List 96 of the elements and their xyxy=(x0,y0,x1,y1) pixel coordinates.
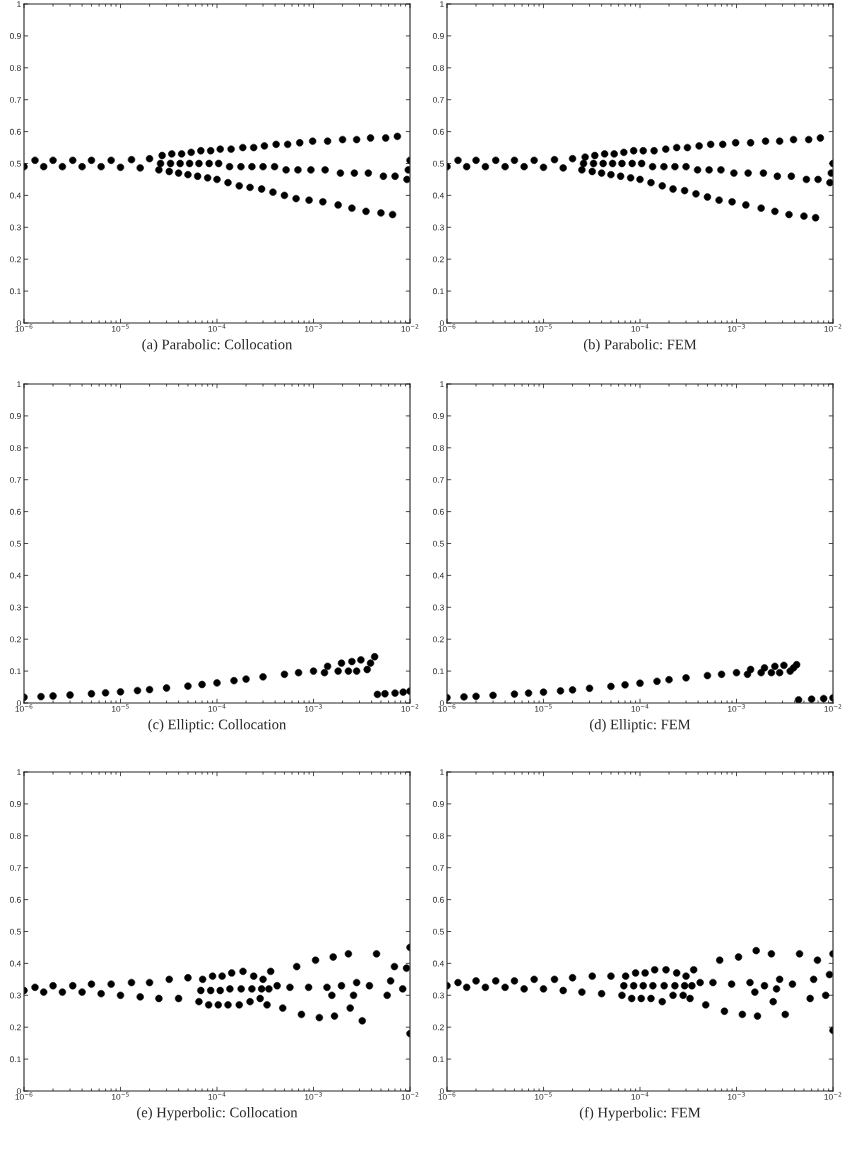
x-axis-title: (c) Elliptic: Collocation xyxy=(148,719,287,733)
y-tick-label: 0.1 xyxy=(432,288,444,295)
y-tick-label: 1 xyxy=(440,769,444,776)
x-tick-label: 10$^{−4}$ xyxy=(208,704,226,712)
y-tick-label: 0.4 xyxy=(432,192,444,199)
y-tick-label: 0 xyxy=(439,1088,444,1095)
y-tick-label: 0.8 xyxy=(9,445,21,451)
y-tick-label: 1 xyxy=(17,381,21,388)
y-tick-label: 0 xyxy=(439,320,444,327)
x-axis-title: (d) Elliptic: FEM xyxy=(590,719,691,733)
y-tick-label: 1 xyxy=(17,769,21,776)
y-tick-label: 0 xyxy=(16,320,21,327)
x-tick-label: 10$^{−4}$ xyxy=(208,324,226,332)
y-tick-label: 0.2 xyxy=(432,256,444,263)
y-tick-label: 0.5 xyxy=(9,540,21,547)
x-tick-label: 10$^{−5}$ xyxy=(535,1092,552,1100)
x-tick-label: 10$^{−4}$ xyxy=(208,1092,226,1100)
x-tick-label: 10$^{−4}$ xyxy=(631,704,649,712)
x-tick-label: 10$^{−4}$ xyxy=(631,324,649,332)
y-tick-label: 0.3 xyxy=(9,224,21,231)
x-tick-label: 10$^{−3}$ xyxy=(305,1092,322,1100)
y-tick-label: 0.4 xyxy=(9,192,21,199)
y-tick-label: 0.3 xyxy=(432,604,444,611)
x-tick-label: 10$^{−5}$ xyxy=(535,704,552,712)
x-tick-label: 10$^{−4}$ xyxy=(631,1092,649,1100)
y-tick-label: 0.1 xyxy=(432,1056,444,1063)
y-tick-label: 0.1 xyxy=(432,668,444,675)
x-tick-label: 10$^{−3}$ xyxy=(305,324,322,332)
y-tick-label: 0.9 xyxy=(432,801,444,807)
y-tick-label: 0.8 xyxy=(432,65,444,71)
x-tick-label: 10$^{−5}$ xyxy=(112,1092,129,1100)
y-tick-label: 0.4 xyxy=(9,960,21,967)
y-tick-label: 1 xyxy=(17,1,21,8)
y-tick-label: 0.4 xyxy=(432,960,444,967)
y-tick-label: 0.9 xyxy=(432,413,444,419)
x-tick-label: 10$^{−5}$ xyxy=(112,704,129,712)
y-tick-label: 0 xyxy=(16,700,21,707)
y-tick-label: 0.2 xyxy=(9,1024,21,1031)
x-tick-label: 10$^{−2}$ xyxy=(401,704,419,712)
x-tick-label: 10$^{−3}$ xyxy=(305,704,322,712)
y-tick-label: 0 xyxy=(439,700,444,707)
y-tick-label: 0.2 xyxy=(432,636,444,643)
y-tick-label: 0.7 xyxy=(9,96,21,103)
y-tick-label: 0.3 xyxy=(432,992,444,999)
x-axis-title: (f) Hyperbolic: FEM xyxy=(579,1107,701,1121)
y-tick-label: 0.6 xyxy=(432,128,444,135)
y-tick-label: 0.9 xyxy=(432,33,444,39)
y-tick-label: 0.9 xyxy=(9,413,21,419)
x-tick-label: 10$^{−2}$ xyxy=(824,1092,842,1100)
y-tick-label: 0.7 xyxy=(432,864,444,871)
y-tick-label: 0.3 xyxy=(432,224,444,231)
y-tick-label: 0.6 xyxy=(9,128,21,135)
y-tick-label: 0.6 xyxy=(9,508,21,515)
y-tick-label: 0.6 xyxy=(432,508,444,515)
y-tick-label: 0.7 xyxy=(9,864,21,871)
y-tick-label: 0.3 xyxy=(9,992,21,999)
y-tick-label: 0.5 xyxy=(432,540,444,547)
y-tick-label: 0.1 xyxy=(9,668,21,675)
y-tick-label: 0.1 xyxy=(9,1056,21,1063)
y-tick-label: 0.8 xyxy=(9,833,21,839)
y-tick-label: 0.9 xyxy=(9,801,21,807)
y-tick-label: 0.5 xyxy=(432,160,444,167)
y-tick-label: 0.2 xyxy=(9,256,21,263)
x-tick-label: 10$^{−2}$ xyxy=(401,1092,419,1100)
y-tick-label: 0.4 xyxy=(432,572,444,579)
y-tick-label: 0.6 xyxy=(432,896,444,903)
y-tick-label: 0.8 xyxy=(9,65,21,71)
y-tick-label: 0.7 xyxy=(432,96,444,103)
y-tick-label: 0 xyxy=(16,1088,21,1095)
y-tick-label: 0.5 xyxy=(9,160,21,167)
x-tick-label: 10$^{−3}$ xyxy=(728,1092,745,1100)
x-tick-label: 10$^{−2}$ xyxy=(401,324,419,332)
x-tick-label: 10$^{−3}$ xyxy=(728,704,745,712)
x-axis-title: (a) Parabolic: Collocation xyxy=(142,339,293,353)
y-tick-label: 0.5 xyxy=(432,928,444,935)
y-tick-label: 0.1 xyxy=(9,288,21,295)
y-tick-label: 0.2 xyxy=(9,636,21,643)
y-tick-label: 0.4 xyxy=(9,572,21,579)
y-tick-label: 0.9 xyxy=(9,33,21,39)
x-tick-label: 10$^{−5}$ xyxy=(112,324,129,332)
y-tick-label: 0.6 xyxy=(9,896,21,903)
y-tick-label: 0.3 xyxy=(9,604,21,611)
y-tick-label: 1 xyxy=(440,381,444,388)
x-axis-title: (b) Parabolic: FEM xyxy=(583,339,697,353)
x-axis-title: (e) Hyperbolic: Collocation xyxy=(137,1107,298,1121)
y-tick-label: 0.5 xyxy=(9,928,21,935)
x-tick-label: 10$^{−5}$ xyxy=(535,324,552,332)
y-tick-label: 0.8 xyxy=(432,445,444,451)
x-tick-label: 10$^{−2}$ xyxy=(824,704,842,712)
y-tick-label: 0.2 xyxy=(432,1024,444,1031)
y-tick-label: 0.7 xyxy=(9,476,21,483)
y-tick-label: 0.7 xyxy=(432,476,444,483)
x-tick-label: 10$^{−3}$ xyxy=(728,324,745,332)
x-tick-label: 10$^{−2}$ xyxy=(824,324,842,332)
y-tick-label: 0.8 xyxy=(432,833,444,839)
y-tick-label: 1 xyxy=(440,1,444,8)
